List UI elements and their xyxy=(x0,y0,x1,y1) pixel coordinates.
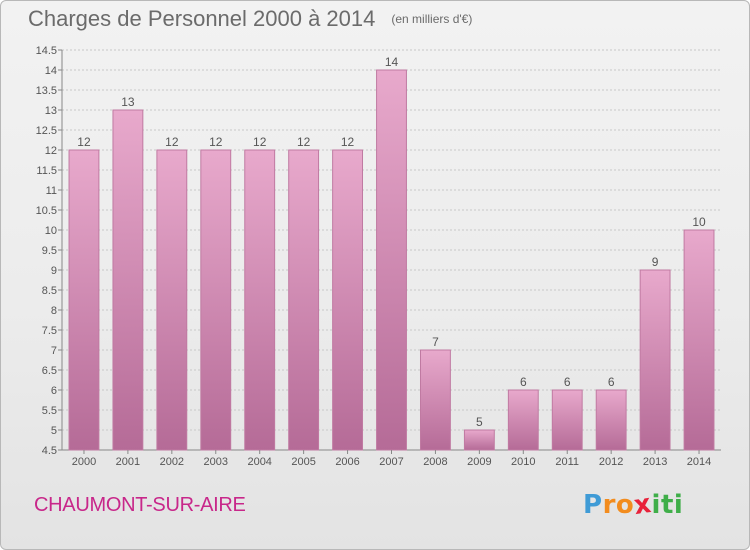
data-label: 13 xyxy=(121,95,135,109)
y-tick-label: 7.5 xyxy=(42,325,57,337)
y-tick-label: 10 xyxy=(45,225,57,237)
x-axis: 2000 2001 2002 2003 2004 2005 2006 2007 2008 2009… xyxy=(72,450,711,468)
y-tick-label: 14.5 xyxy=(36,45,57,57)
bar xyxy=(419,349,451,451)
bar xyxy=(200,149,232,451)
title-text: Charges de Personnel 2000 à 2014 xyxy=(28,6,376,31)
bar xyxy=(639,269,671,451)
logo-letter: x xyxy=(632,488,654,522)
data-label: 5 xyxy=(476,415,483,429)
data-label: 12 xyxy=(253,135,267,149)
x-tick-label: 2001 xyxy=(116,456,140,468)
data-label: 14 xyxy=(385,55,399,69)
y-tick-label: 11.5 xyxy=(36,165,57,177)
bar xyxy=(683,229,715,451)
bar xyxy=(156,149,188,451)
y-tick-label: 11 xyxy=(46,185,57,197)
data-label: 12 xyxy=(77,135,91,149)
logo-letter: i xyxy=(673,490,684,520)
data-label: 12 xyxy=(165,135,179,149)
bar xyxy=(288,149,320,451)
bar xyxy=(376,69,407,451)
y-tick-label: 12.5 xyxy=(36,125,57,137)
y-tick-label: 13 xyxy=(45,105,57,117)
y-tick-label: 9.5 xyxy=(42,245,57,257)
x-tick-label: 2004 xyxy=(247,456,271,468)
data-label: 10 xyxy=(692,215,706,229)
x-tick-label: 2006 xyxy=(335,456,359,468)
place-name: CHAUMONT-SUR-AIRE xyxy=(34,494,246,516)
y-tick-label: 8.5 xyxy=(42,285,57,297)
logo-letter: P xyxy=(583,490,603,520)
bar xyxy=(463,429,495,451)
proxiti-logo: Proxiti xyxy=(583,488,684,522)
bar xyxy=(507,389,539,451)
x-tick-label: 2011 xyxy=(555,456,579,468)
data-label: 6 xyxy=(608,375,615,389)
data-label: 6 xyxy=(564,375,571,389)
y-tick-label: 7 xyxy=(51,345,57,357)
bar xyxy=(244,149,276,451)
x-tick-label: 2014 xyxy=(687,456,711,468)
x-tick-label: 2007 xyxy=(379,456,403,468)
y-tick-label: 9 xyxy=(51,265,57,277)
x-tick-label: 2010 xyxy=(511,456,535,468)
data-label: 12 xyxy=(209,135,223,149)
logo-letter: i xyxy=(651,490,661,520)
x-tick-label: 2005 xyxy=(291,456,315,468)
data-label: 9 xyxy=(652,255,659,269)
data-labels: 12 13 12 12 12 12 12 14 7 5 6 6 6 9 10 xyxy=(77,55,706,429)
bar xyxy=(68,149,100,451)
y-tick-label: 10.5 xyxy=(36,205,57,217)
bar xyxy=(332,149,364,451)
x-tick-label: 2002 xyxy=(160,456,184,468)
unit-text: (en milliers d'€) xyxy=(391,12,473,26)
y-tick-label: 14 xyxy=(45,65,57,77)
x-tick-label: 2013 xyxy=(643,456,667,468)
chart-title: Charges de Personnel 2000 à 2014 (en mill… xyxy=(28,6,472,32)
y-tick-label: 5.5 xyxy=(42,405,57,417)
logo-letter: t xyxy=(660,490,674,520)
y-tick-label: 6 xyxy=(51,385,57,397)
y-tick-label: 8 xyxy=(51,305,57,317)
logo-letter: r xyxy=(602,490,616,520)
y-tick-label: 6.5 xyxy=(42,365,57,377)
y-tick-label: 12 xyxy=(45,145,57,157)
x-tick-label: 2000 xyxy=(72,456,96,468)
bars xyxy=(68,69,715,451)
x-tick-label: 2012 xyxy=(599,456,623,468)
data-label: 12 xyxy=(341,135,355,149)
x-tick-label: 2008 xyxy=(423,456,447,468)
x-tick-label: 2003 xyxy=(204,456,228,468)
x-tick-label: 2009 xyxy=(467,456,491,468)
y-tick-label: 13.5 xyxy=(36,85,57,97)
data-label: 7 xyxy=(432,335,439,349)
data-label: 6 xyxy=(520,375,527,389)
y-tick-label: 5 xyxy=(51,425,57,437)
data-label: 12 xyxy=(297,135,311,149)
logo-letter: o xyxy=(615,490,635,520)
bar xyxy=(551,389,583,451)
bar xyxy=(112,109,144,451)
y-tick-label: 4.5 xyxy=(42,445,57,457)
bar xyxy=(595,389,627,451)
